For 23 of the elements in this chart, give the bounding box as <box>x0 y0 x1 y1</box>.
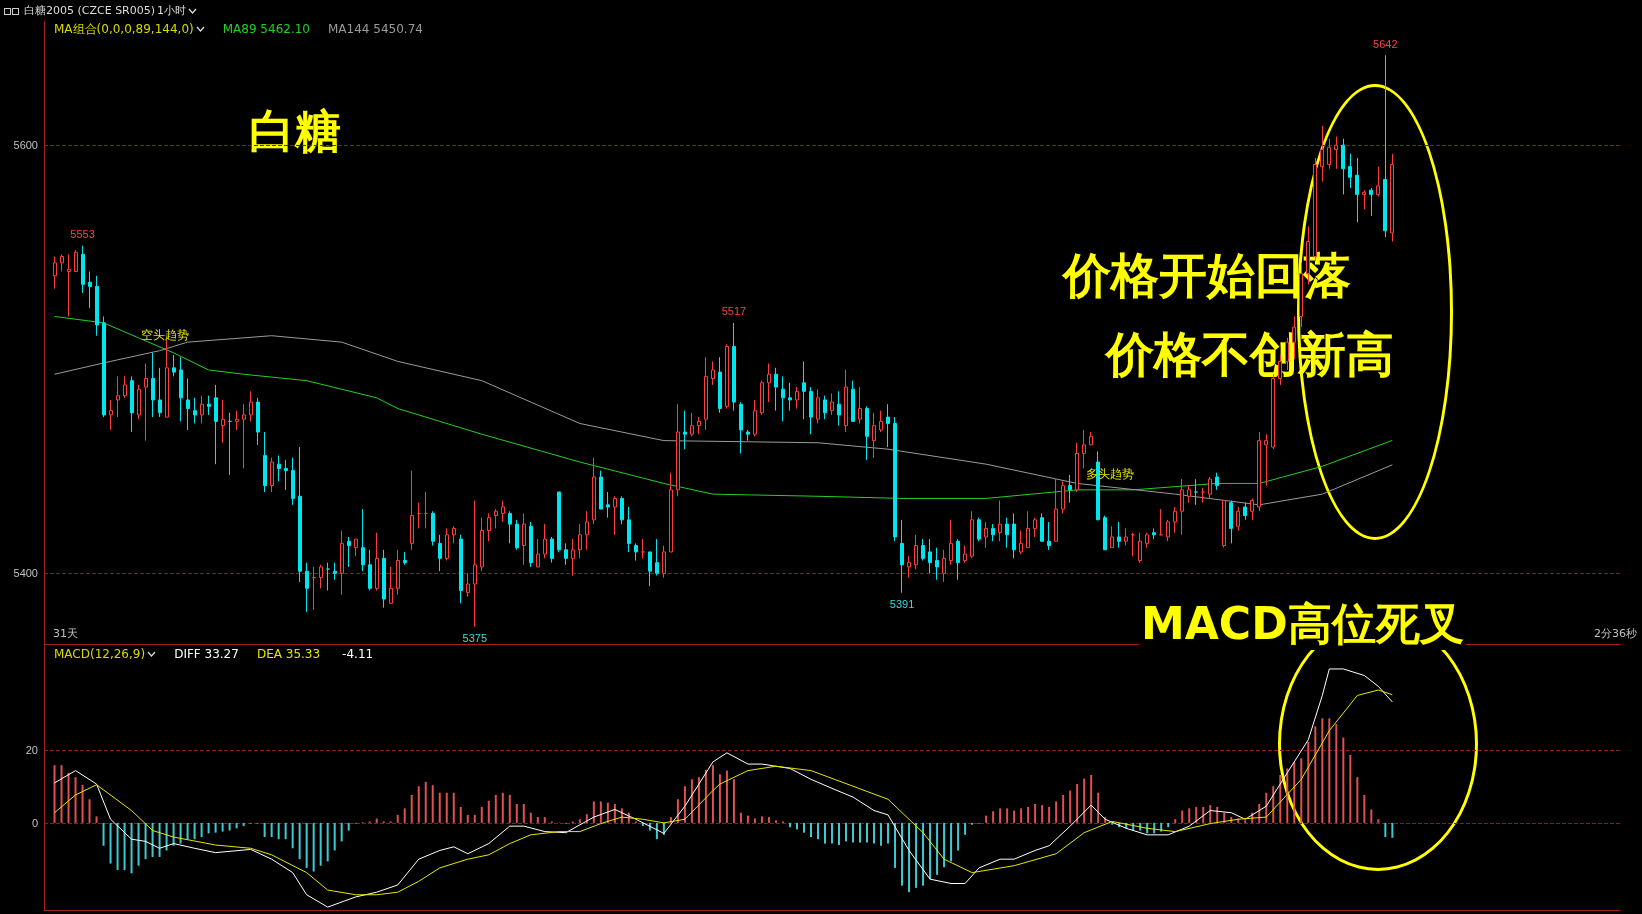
annotation: 31天 <box>53 627 78 640</box>
annotation: -4.11 <box>342 647 374 661</box>
text: DEA 35.33 <box>256 647 321 661</box>
annotation: 空头趋势 <box>141 328 189 342</box>
text: MA89 5462.10 <box>222 22 310 36</box>
y-tick-label: 5600 <box>13 139 38 152</box>
text: 2分36秒 <box>1594 627 1637 640</box>
annotation: MA组合(0,0,0,89,144,0) <box>54 22 194 36</box>
annotation: 白糖 <box>249 104 341 158</box>
chart-title: 白糖2005 (CZCE SR005) <box>24 4 156 17</box>
annotation: MACD(12,26,9) <box>54 647 146 661</box>
annotation: 5391 <box>889 598 915 611</box>
text: MA144 5450.74 <box>328 22 423 36</box>
chart-subtitle: 1小时 <box>157 4 186 17</box>
annotation: 5553 <box>70 228 95 241</box>
y-tick-label: 5400 <box>13 567 38 580</box>
annotation: 5375 <box>462 632 488 645</box>
y-tick-label: 0 <box>31 816 38 829</box>
text: DIFF 33.27 <box>174 647 239 661</box>
annotation: MACD高位死叉 <box>1139 598 1466 650</box>
annotation: 5517 <box>721 305 747 318</box>
annotation: 5642 <box>1373 37 1398 50</box>
y-tick-label: 20 <box>25 744 38 757</box>
